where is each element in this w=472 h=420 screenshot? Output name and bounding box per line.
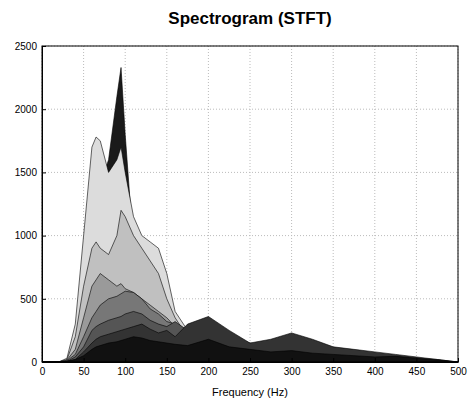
y-tick-label: 1500 [15,167,38,178]
spectrum-area [42,291,458,362]
x-tick-mark [125,358,126,362]
y-tick-label: 500 [20,294,37,305]
x-tick-mark [375,358,376,362]
x-tick-label: 500 [450,366,467,377]
x-tick: 200 [201,358,218,377]
grid-line-x [374,46,375,362]
x-tick: 100 [117,358,134,377]
x-tick-label: 250 [242,366,259,377]
grid-line-x [333,46,334,362]
marks [42,67,458,362]
x-tick-label: 50 [79,366,91,377]
spectrum-area [42,311,458,362]
plot: 0 50 100 150 200 250 300 350 400 450 500 0 500 1000 15… [15,41,468,377]
x-tick: 450 [409,358,426,377]
x-axis-title: Frequency (Hz) [212,386,288,398]
x-tick-label: 150 [159,366,176,377]
spectrum-area [42,210,458,362]
x-tick-mark [292,358,293,362]
x-tick: 150 [159,358,176,377]
x-tick: 250 [242,358,259,377]
y-tick: 1500 [15,167,46,178]
x-axis-line [43,362,459,363]
y-tick-mark [42,236,46,237]
grid [42,46,458,362]
x-tick-mark [208,358,209,362]
grid-line-x [208,46,209,362]
x-tick-mark [167,358,168,362]
x-tick: 400 [367,358,384,377]
y-tick-label: 1000 [15,230,38,241]
plot-background [42,46,458,362]
x-tick: 500 [450,358,467,377]
spectrum-area [42,67,458,362]
y-tick: 2500 [15,41,46,52]
spectrum-area [42,274,458,362]
y-tick-mark [42,299,46,300]
grid-line-y [42,109,458,110]
spectrum-area [42,137,458,362]
y-tick: 0 [31,357,46,368]
grid-line-x [291,46,292,362]
x-tick-label: 100 [117,366,134,377]
x-tick-mark [416,358,417,362]
x-tick-mark [250,358,251,362]
x-tick-mark [333,358,334,362]
plot-frame [42,46,458,362]
spectrum-area [42,316,458,362]
y-tick-mark [42,109,46,110]
x-tick: 350 [325,358,342,377]
x-tick-label: 450 [409,366,426,377]
spectrum-area [42,337,458,362]
y-tick-mark [42,46,46,47]
grid-line-x [416,46,417,362]
chart: Spectrogram (STFT) 0 50 100 150 200 250 300 350 4… [0,0,472,420]
y-tick-mark [42,172,46,173]
x-tick-label: 400 [367,366,384,377]
x-tick: 50 [79,358,91,377]
chart-title: Spectrogram (STFT) [168,9,331,28]
x-tick-label: 300 [284,366,301,377]
x-tick-label: 200 [201,366,218,377]
x-tick-mark [458,358,459,362]
y-tick-mark [42,362,46,363]
x-tick: 300 [284,358,301,377]
y-tick: 1000 [15,230,46,241]
y-tick-label: 0 [31,357,37,368]
y-tick: 500 [20,294,46,305]
y-tick-label: 2500 [15,41,38,52]
x-tick-label: 0 [40,366,46,377]
x-axis: 0 50 100 150 200 250 300 350 400 450 500 [40,358,468,377]
y-axis: 0 500 1000 1500 2000 2500 [15,41,46,368]
y-tick-label: 2000 [15,104,38,115]
x-tick-label: 350 [325,366,342,377]
x-tick-mark [84,358,85,362]
y-axis-line [42,47,43,363]
y-tick: 2000 [15,104,46,115]
grid-line-x [250,46,251,362]
